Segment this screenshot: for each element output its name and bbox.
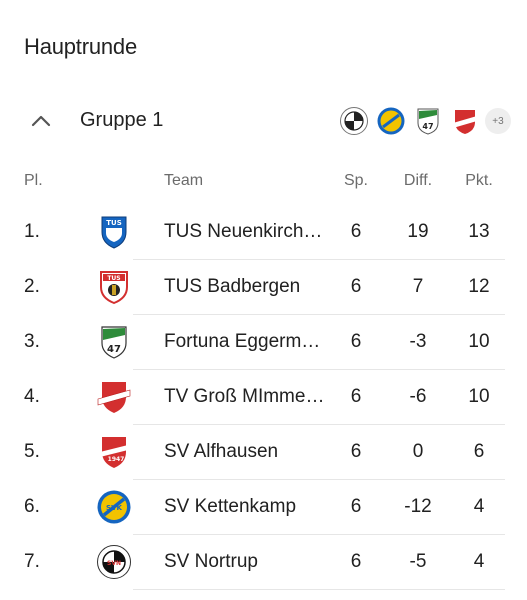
kettenkamp-crest-icon	[377, 107, 405, 135]
row-points: 10	[468, 386, 490, 407]
table-row[interactable]: 3. 47 Fortuna Eggerm… 6 -3 10	[0, 315, 527, 370]
row-team[interactable]: TUS Neuenkirch…	[164, 221, 323, 242]
standings-table: 1. TUS TUS Neuenkirch… 6 19 13 2. TUS TU…	[0, 205, 527, 590]
crest-text: SVN	[107, 560, 121, 567]
row-points: 4	[473, 496, 485, 517]
chevron-up-icon[interactable]	[28, 110, 54, 132]
col-played: Sp.	[343, 172, 368, 189]
row-team[interactable]: SV Nortrup	[164, 551, 258, 572]
badbergen-crest-icon: TUS	[100, 271, 128, 305]
kettenkamp-crest-icon: SVK	[97, 490, 131, 524]
row-diff: 0	[412, 441, 424, 462]
row-team[interactable]: SV Kettenkamp	[164, 496, 297, 517]
crest-text: SVK	[106, 504, 122, 512]
group-header[interactable]: Gruppe 1 47 +3	[0, 100, 527, 144]
col-team: Team	[164, 172, 204, 189]
row-diff: -5	[409, 551, 427, 572]
row-played: 6	[350, 551, 362, 572]
row-position: 6.	[24, 496, 40, 517]
row-diff: 7	[412, 276, 424, 297]
row-team[interactable]: SV Alfhausen	[164, 441, 279, 462]
grossmimmelage-crest-icon	[453, 110, 477, 134]
alfhausen-crest-icon: 1947	[100, 437, 128, 468]
fortuna-eggermuehlen-crest-icon: 47	[101, 326, 127, 359]
table-row[interactable]: 7. SVN SV Nortrup 6 -5 4	[0, 535, 527, 590]
row-played: 6	[350, 331, 362, 352]
col-position: Pl.	[24, 172, 43, 189]
row-position: 4.	[24, 386, 40, 407]
row-played: 6	[350, 221, 362, 242]
col-diff: Diff.	[403, 172, 433, 189]
row-diff: 19	[407, 221, 429, 242]
row-points: 13	[468, 221, 490, 242]
row-diff: -6	[409, 386, 427, 407]
crest-text: TUS	[107, 275, 120, 282]
row-played: 6	[350, 496, 362, 517]
eggermuehlen-crest-icon: 47	[417, 108, 439, 135]
row-played: 6	[350, 276, 362, 297]
nortrup-crest-icon: SVN	[97, 545, 131, 579]
row-team[interactable]: TV Groß MImme…	[164, 386, 325, 407]
row-position: 1.	[24, 221, 40, 242]
more-teams-badge[interactable]: +3	[485, 108, 511, 134]
row-team[interactable]: Fortuna Eggerm…	[164, 331, 321, 352]
row-points: 6	[473, 441, 485, 462]
crest-text: TUS	[106, 219, 122, 227]
row-position: 5.	[24, 441, 40, 462]
table-row[interactable]: 1. TUS TUS Neuenkirch… 6 19 13	[0, 205, 527, 260]
col-points: Pkt.	[465, 172, 493, 189]
row-played: 6	[350, 441, 362, 462]
row-points: 12	[468, 276, 490, 297]
table-header: Pl. Team Sp. Diff. Pkt.	[0, 168, 527, 194]
row-position: 7.	[24, 551, 40, 572]
row-points: 4	[473, 551, 485, 572]
table-row[interactable]: 2. TUS TUS Badbergen 6 7 12	[0, 260, 527, 315]
row-played: 6	[350, 386, 362, 407]
neuenkirchen-crest-icon: TUS	[101, 216, 127, 249]
table-row[interactable]: 4. TV Groß MImme… 6 -6 10	[0, 370, 527, 425]
table-row[interactable]: 6. SVK SV Kettenkamp 6 -12 4	[0, 480, 527, 535]
row-points: 10	[468, 331, 490, 352]
row-position: 2.	[24, 276, 40, 297]
row-diff: -3	[409, 331, 427, 352]
nortrup-crest-icon	[340, 107, 368, 135]
row-team[interactable]: TUS Badbergen	[164, 276, 301, 297]
crest-text: 47	[107, 344, 121, 355]
row-position: 3.	[24, 331, 40, 352]
section-title: Hauptrunde	[24, 34, 137, 59]
crest-text: 1947	[108, 456, 125, 463]
group-crest-strip: 47 +3	[339, 106, 511, 136]
svg-text:47: 47	[422, 122, 433, 131]
group-title: Gruppe 1	[80, 109, 164, 131]
row-diff: -12	[404, 496, 432, 517]
table-row[interactable]: 5. 1947 SV Alfhausen 6 0 6	[0, 425, 527, 480]
tv-gross-mimmelage-crest-icon	[97, 382, 131, 413]
